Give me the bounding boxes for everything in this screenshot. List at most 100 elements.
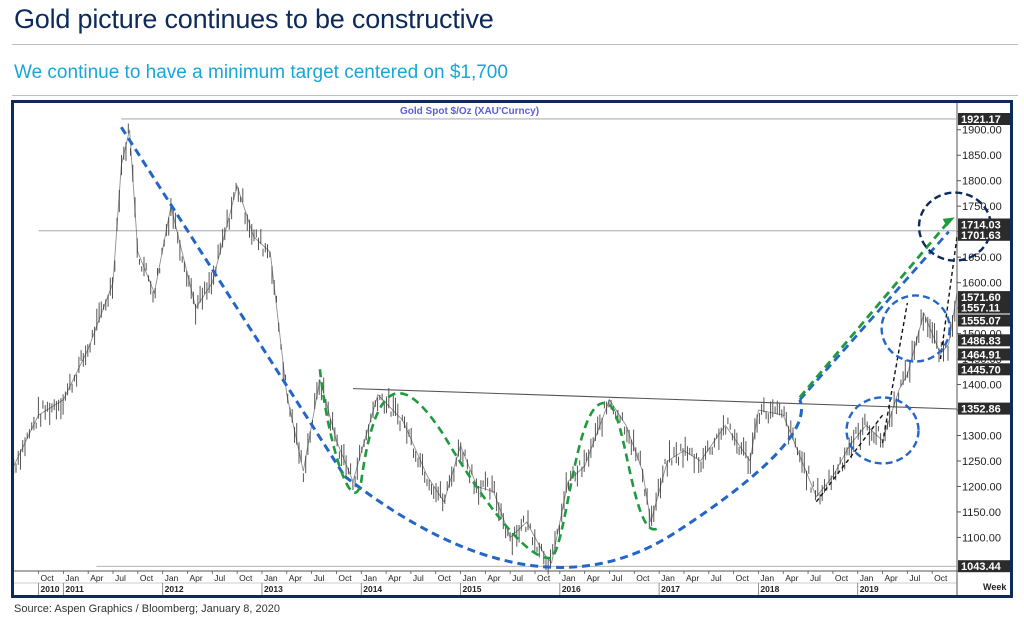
price-label-box: 1464.91 — [958, 348, 1010, 362]
projection-arrow-1 — [815, 414, 884, 503]
x-month-label: Oct — [934, 573, 948, 583]
gold-chart: Gold Spot $/Oz (XAU'Curncy) 1100.00 1150.0… — [14, 103, 1010, 595]
x-month-label: Jan — [860, 573, 874, 583]
x-month-label: Jul — [214, 573, 225, 583]
x-month-label: Jul — [810, 573, 821, 583]
price-label-box: 1921.17 — [958, 113, 1010, 126]
x-year-label: 2014 — [363, 584, 382, 594]
chart-frame: Gold Spot $/Oz (XAU'Curncy) 1100.00 1150.0… — [11, 100, 1013, 598]
price-label-box: 1714.03 — [958, 218, 1010, 232]
x-month-label: Jan — [562, 573, 576, 583]
x-month-label: Jul — [413, 573, 424, 583]
price-label: 1486.83 — [961, 335, 1001, 347]
x-year-label: 2018 — [760, 584, 779, 594]
price-label-box: 1043.44 — [958, 560, 1010, 573]
consolidation-circle-1 — [845, 396, 920, 465]
title-divider — [12, 44, 1018, 45]
price-line — [14, 129, 958, 564]
x-month-label: Apr — [686, 573, 699, 583]
page-title: Gold picture continues to be constructiv… — [14, 4, 494, 34]
green-target-line — [798, 220, 950, 399]
x-unit-label: Week — [983, 582, 1007, 592]
x-year-label: 2011 — [65, 584, 84, 594]
price-label-box: 1701.63 — [958, 228, 1010, 242]
price-label-bg — [958, 218, 1010, 231]
price-label: 1571.60 — [961, 292, 1001, 304]
x-year-label: 2015 — [463, 584, 482, 594]
price-label: 1464.91 — [961, 350, 1001, 362]
projection-arrow-3 — [939, 236, 958, 360]
price-label-box: 1557.11 — [958, 301, 1010, 315]
price-label: 1701.63 — [961, 230, 1001, 242]
x-month-label: Oct — [41, 573, 55, 583]
y-tick-label: 1250.00 — [962, 456, 1002, 468]
wave-dashed-curve — [318, 369, 660, 560]
y-tick-label: 1600.00 — [962, 278, 1002, 290]
x-month-label: Jan — [165, 573, 179, 583]
x-month-label: Jul — [314, 573, 325, 583]
price-label-box: 1571.60 — [958, 291, 1010, 304]
y-tick-label: 1200.00 — [962, 481, 1002, 493]
x-month-label: Apr — [289, 573, 302, 583]
x-month-label: Jul — [611, 573, 622, 583]
price-label-box: 1486.83 — [958, 334, 1010, 347]
price-label-bg — [958, 301, 1010, 314]
x-month-label: Apr — [189, 573, 202, 583]
x-year-label: 2012 — [165, 584, 184, 594]
x-month-label: Jan — [363, 573, 377, 583]
x-month-label: Jan — [661, 573, 675, 583]
x-month-label: Jan — [463, 573, 477, 583]
x-month-label: Apr — [487, 573, 500, 583]
price-label-bg — [958, 314, 1010, 327]
x-month-label: Jan — [65, 573, 79, 583]
y-tick-label: 1400.00 — [962, 380, 1002, 392]
y-tick-label: 1850.00 — [962, 150, 1002, 162]
price-label-bg — [958, 113, 1010, 125]
source-note: Source: Aspen Graphics / Bloomberg; Janu… — [14, 603, 280, 615]
y-tick-label: 1800.00 — [962, 176, 1002, 188]
x-month-label: Jan — [760, 573, 774, 583]
x-month-label: Jan — [264, 573, 278, 583]
resistance-trendline — [352, 388, 958, 410]
x-month-label: Jul — [711, 573, 722, 583]
x-month-label: Oct — [239, 573, 253, 583]
price-label-box: 1555.07 — [958, 314, 1010, 328]
price-label-bg — [958, 334, 1010, 347]
x-month-label: Oct — [537, 573, 551, 583]
blue-target-line — [798, 230, 950, 401]
x-year-label: 2017 — [661, 584, 680, 594]
price-label-bg — [958, 560, 1010, 573]
y-tick-label: 1900.00 — [962, 125, 1002, 137]
price-label-bg — [958, 228, 1010, 241]
page-subtitle: We continue to have a minimum target cen… — [14, 62, 508, 83]
price-label: 1445.70 — [961, 364, 1001, 376]
x-month-label: Oct — [835, 573, 849, 583]
x-year-label: 2019 — [860, 584, 879, 594]
x-year-label: 2016 — [562, 584, 581, 594]
price-label-bg — [958, 291, 1010, 304]
chart-title: Gold Spot $/Oz (XAU'Curncy) — [400, 106, 539, 117]
projection-arrow-2 — [881, 302, 909, 444]
green-target-arrowhead — [942, 217, 955, 227]
price-label: 1921.17 — [961, 114, 1001, 126]
x-month-label: Oct — [140, 573, 154, 583]
y-tick-label: 1150.00 — [962, 507, 1001, 519]
subtitle-divider — [12, 95, 1018, 96]
price-label-bg — [958, 363, 1010, 376]
x-month-label: Apr — [388, 573, 401, 583]
price-label: 1352.86 — [961, 404, 1001, 416]
price-label-bg — [958, 402, 1010, 415]
consolidation-circle-2 — [880, 294, 951, 363]
saucer-dashed-curve — [343, 399, 803, 569]
x-month-label: Apr — [90, 573, 103, 583]
x-month-label: Apr — [587, 573, 600, 583]
x-month-label: Oct — [736, 573, 750, 583]
price-bars — [14, 123, 958, 575]
price-label: 1557.11 — [961, 303, 1000, 315]
price-label: 1555.07 — [961, 316, 1001, 328]
y-tick-label: 1300.00 — [962, 431, 1002, 443]
x-month-label: Apr — [785, 573, 798, 583]
x-month-label: Oct — [438, 573, 452, 583]
y-tick-label: 1750.00 — [962, 201, 1002, 213]
x-month-label: Jul — [909, 573, 920, 583]
